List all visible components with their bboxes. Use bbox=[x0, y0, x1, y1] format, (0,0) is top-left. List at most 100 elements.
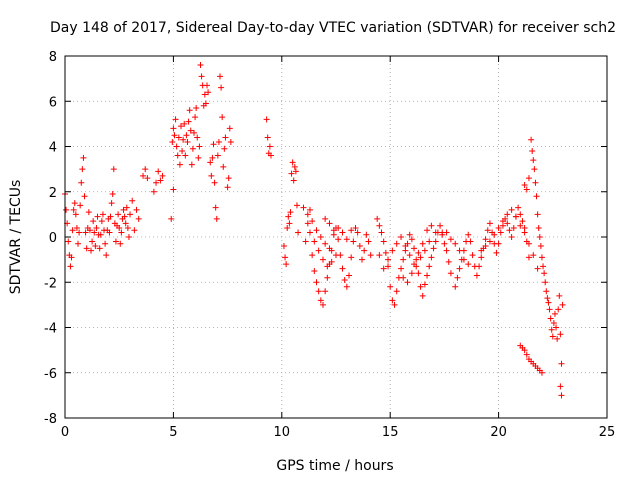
data-point bbox=[454, 274, 461, 281]
data-point bbox=[424, 272, 431, 279]
data-point bbox=[350, 238, 357, 245]
data-point bbox=[541, 270, 548, 277]
data-point bbox=[521, 181, 528, 188]
data-point bbox=[197, 62, 204, 69]
data-point bbox=[365, 238, 372, 245]
data-point bbox=[91, 229, 98, 236]
data-point bbox=[400, 274, 407, 281]
data-point bbox=[330, 227, 337, 234]
data-point bbox=[317, 297, 324, 304]
data-point bbox=[432, 229, 439, 236]
data-point bbox=[443, 247, 450, 254]
data-point bbox=[553, 324, 560, 331]
data-point bbox=[75, 240, 82, 247]
data-point bbox=[538, 369, 545, 376]
data-point bbox=[288, 170, 295, 177]
data-point bbox=[112, 238, 119, 245]
data-point bbox=[550, 319, 557, 326]
data-point bbox=[180, 136, 187, 143]
data-point bbox=[103, 252, 110, 259]
data-point bbox=[536, 234, 543, 240]
data-point bbox=[430, 245, 437, 252]
data-point bbox=[117, 240, 124, 247]
data-point bbox=[517, 211, 524, 218]
data-point bbox=[398, 265, 405, 272]
data-point bbox=[129, 197, 136, 204]
data-point bbox=[519, 218, 526, 225]
data-point bbox=[157, 177, 164, 184]
data-point bbox=[478, 247, 485, 254]
data-points bbox=[62, 62, 566, 399]
data-point bbox=[218, 84, 225, 91]
data-point bbox=[328, 258, 335, 265]
data-point bbox=[169, 138, 176, 145]
data-point bbox=[263, 116, 270, 123]
data-point bbox=[226, 125, 233, 132]
data-point bbox=[523, 351, 530, 358]
data-point bbox=[225, 175, 232, 182]
data-point bbox=[406, 231, 413, 238]
data-point bbox=[71, 200, 78, 207]
data-point bbox=[107, 213, 114, 220]
data-point bbox=[213, 215, 220, 222]
data-point bbox=[484, 227, 491, 234]
data-point bbox=[380, 265, 387, 272]
data-point bbox=[465, 261, 472, 268]
data-point bbox=[443, 229, 450, 236]
data-point bbox=[309, 218, 316, 225]
data-point bbox=[456, 265, 463, 272]
data-point bbox=[295, 229, 302, 236]
data-point bbox=[339, 265, 346, 272]
data-point bbox=[486, 238, 493, 245]
data-point bbox=[491, 231, 498, 238]
data-point bbox=[556, 292, 563, 299]
data-point bbox=[439, 231, 446, 238]
y-tick-label: 6 bbox=[49, 95, 57, 110]
data-point bbox=[181, 120, 188, 127]
data-point bbox=[419, 292, 426, 299]
data-point bbox=[222, 134, 229, 141]
data-point bbox=[69, 227, 76, 234]
data-point bbox=[120, 206, 127, 213]
data-point bbox=[185, 118, 192, 125]
data-point bbox=[421, 281, 428, 288]
data-point bbox=[447, 236, 454, 243]
data-point bbox=[82, 229, 89, 236]
data-point bbox=[554, 335, 561, 342]
data-point bbox=[97, 231, 104, 238]
data-point bbox=[80, 154, 87, 161]
data-point bbox=[437, 222, 444, 229]
data-point bbox=[510, 224, 517, 231]
data-point bbox=[393, 240, 400, 247]
y-tick-label: -4 bbox=[44, 322, 57, 337]
data-point bbox=[92, 243, 99, 250]
data-point bbox=[359, 256, 366, 263]
data-point bbox=[535, 224, 542, 231]
y-tick-label: 4 bbox=[49, 141, 57, 156]
data-point bbox=[326, 220, 333, 227]
data-point bbox=[106, 229, 113, 236]
data-point bbox=[212, 204, 219, 211]
data-point bbox=[63, 206, 70, 213]
data-point bbox=[96, 245, 103, 252]
data-point bbox=[551, 310, 558, 317]
data-point bbox=[417, 254, 424, 261]
data-point bbox=[504, 220, 511, 227]
data-point bbox=[187, 127, 194, 134]
data-point bbox=[83, 245, 90, 252]
data-point bbox=[352, 224, 359, 231]
data-point bbox=[421, 247, 428, 254]
data-point bbox=[521, 229, 528, 236]
data-point bbox=[495, 224, 502, 231]
x-tick-label: 20 bbox=[490, 425, 507, 440]
data-point bbox=[537, 243, 544, 250]
data-point bbox=[210, 141, 217, 148]
data-point bbox=[78, 179, 85, 186]
data-point bbox=[322, 240, 329, 247]
data-point bbox=[544, 295, 551, 302]
data-point bbox=[264, 134, 271, 141]
data-point bbox=[543, 288, 550, 295]
data-point bbox=[198, 73, 205, 80]
data-point bbox=[389, 247, 396, 254]
